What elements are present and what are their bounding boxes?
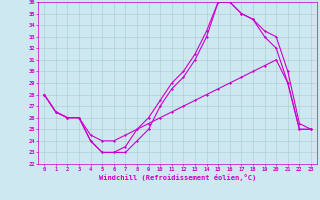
X-axis label: Windchill (Refroidissement éolien,°C): Windchill (Refroidissement éolien,°C) bbox=[99, 174, 256, 181]
